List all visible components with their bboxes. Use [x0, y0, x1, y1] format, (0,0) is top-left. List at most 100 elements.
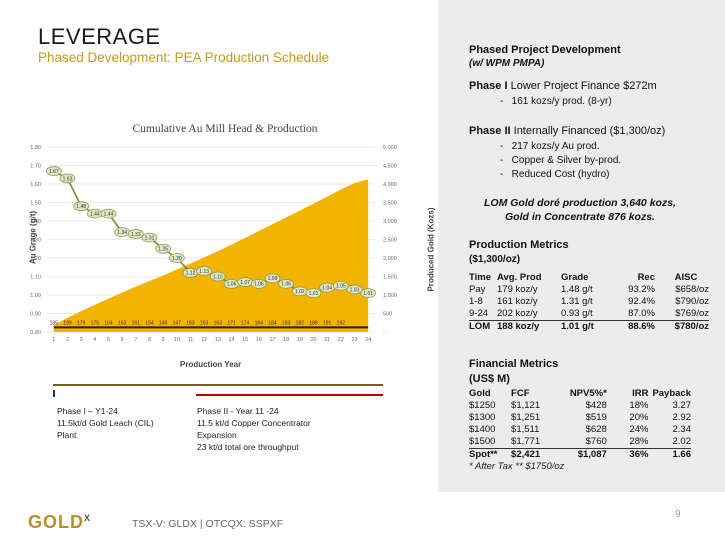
phase1-line: Plant	[57, 430, 77, 440]
phase2-bullet-text: 217 kozs/y Au prod.	[511, 141, 600, 152]
table-cell: $1,511	[511, 424, 540, 435]
x-tick-label: 8	[148, 337, 151, 343]
lom-line: LOM Gold doré production 3,640 kozs,	[484, 197, 676, 209]
x-tick-label: 11	[188, 337, 194, 343]
table-cell: 28%	[612, 436, 653, 449]
throughput-label: 171	[227, 320, 236, 326]
phase2-bullet: - 217 kozs/y Au prod.	[500, 141, 600, 152]
throughput-label: 154	[145, 320, 154, 326]
logo-text: GOLD	[28, 512, 84, 532]
grade-label: 1.04	[322, 285, 332, 291]
table-cell: 36%	[629, 449, 649, 460]
grade-label: 1.01	[363, 291, 373, 297]
x-tick-label: 2	[66, 337, 69, 343]
chart-title: Cumulative Au Mill Head & Production	[132, 123, 318, 135]
table-cell: 9-24	[469, 308, 497, 321]
table-cell: $1,771	[511, 436, 554, 449]
y-right-tick-label: 3,000	[383, 219, 397, 225]
table-cell: 2.02	[652, 436, 691, 449]
table-row: 9-24 202 koz/y 0.93 g/t 87.0% $769/oz	[469, 308, 709, 321]
table-cell: 179 koz/y	[497, 284, 538, 295]
y-left-tick-label: 1.30	[30, 238, 41, 244]
grade-point	[250, 278, 267, 289]
grade-point	[59, 173, 76, 184]
grade-label: 1.44	[104, 211, 114, 217]
grade-point	[264, 273, 281, 284]
grade-label: 1.07	[240, 280, 250, 286]
y-left-tick-label: 1.20	[30, 256, 41, 262]
grade-point	[100, 208, 117, 219]
grade-label: 1.48	[76, 204, 86, 210]
table-header-row: Time Avg. Prod Grade Rec AISC	[469, 272, 709, 284]
grade-label: 1.12	[186, 271, 196, 277]
grade-point	[45, 166, 62, 176]
production-metrics-table: Time Avg. Prod Grade Rec AISC Pay 179 ko…	[469, 272, 709, 333]
phased-dev-heading: Phased Project Development	[469, 44, 621, 56]
grade-label: 1.34	[117, 230, 127, 236]
grade-label: 1.06	[227, 282, 237, 288]
phase1-bullet-text: 161 kozs/y prod. (8-yr)	[511, 96, 612, 107]
table-cell: 2.92	[672, 412, 692, 423]
y-left-tick-label: 1.70	[30, 164, 41, 170]
production-metrics-subheading: ($1,300/oz)	[469, 254, 521, 265]
table-cell: $769/oz	[663, 308, 709, 321]
throughput-label: 147	[173, 320, 182, 326]
x-tick-label: 13	[215, 337, 221, 343]
production-chart: 0.80 0.90 1.00 1.10 1.20 1.30 1.40 1.50 1.60 1.70…	[30, 145, 397, 343]
grade-label: 1.10	[213, 274, 223, 280]
phase1-bullet: - 161 kozs/y prod. (8-yr)	[500, 96, 612, 107]
grade-point	[278, 278, 295, 289]
phase1-line: Phase I – Y1-24	[57, 406, 118, 416]
table-row: $1300 $1,251 $519 20% 2.92	[469, 412, 691, 424]
phase2-line: Expansion	[197, 430, 237, 440]
y-axis-left-label: Au Grage (g/t)	[28, 210, 38, 265]
phase2-bullet: - Copper & Silver by-prod.	[500, 155, 622, 166]
table-cell: Pay	[469, 284, 486, 295]
grade-point	[155, 243, 172, 254]
y-right-tick-label: 4,000	[383, 182, 397, 188]
throughput-label: 191	[323, 320, 332, 326]
table-cell: $1,087	[577, 449, 607, 460]
y-left-tick-label: 0.90	[30, 312, 41, 318]
table-cell: $780/oz	[674, 321, 709, 332]
phase2-timeline-bar	[196, 394, 383, 396]
table-row: Spot** $2,421 $1,087 36% 1.66	[469, 449, 691, 462]
throughput-label: 185	[50, 320, 59, 326]
grade-label: 1.44	[90, 211, 100, 217]
throughput-label: 199	[63, 320, 72, 326]
grade-label: 1.02	[295, 289, 305, 295]
y-right-tick-label: 5,000	[383, 145, 397, 151]
grade-label: 1.31	[145, 235, 155, 241]
y-axis-right-label: Produced Gold (Kozs)	[426, 207, 436, 292]
phase2-bullet-text: Reduced Cost (hydro)	[511, 169, 610, 180]
throughput-label: 179	[77, 320, 86, 326]
x-tick-label: 19	[297, 337, 303, 343]
col-header: Avg. Prod	[497, 272, 542, 283]
col-header: Rec	[637, 272, 655, 283]
table-row: $1400 $1,511 $628 24% 2.34	[469, 424, 691, 436]
throughput-label: 189	[309, 320, 318, 326]
throughput-label: 183	[282, 320, 291, 326]
throughput-label: 192	[337, 320, 346, 326]
y-left-tick-label: 1.50	[30, 201, 41, 207]
x-tick-label: 9	[162, 337, 165, 343]
table-cell: 1-8	[469, 296, 483, 307]
grade-label: 1.33	[131, 232, 141, 238]
table-cell: $658/oz	[675, 284, 709, 295]
y-right-tick-label: 2,000	[383, 256, 397, 262]
table-cell: LOM	[469, 321, 491, 332]
y-left-tick-label: 1.00	[30, 293, 41, 299]
lom-line: Gold in Concentrate 876 kozs.	[505, 211, 655, 223]
x-tick-label: 21	[324, 337, 330, 343]
y-right-tick-label: 3,500	[383, 201, 397, 207]
table-cell: 24%	[629, 424, 649, 435]
grade-point	[141, 232, 158, 243]
col-header: Payback	[652, 388, 691, 399]
phase1-summary: Phase I Lower Project Finance $272m	[469, 80, 657, 92]
x-tick-label: 6	[121, 337, 124, 343]
table-cell: 202 koz/y	[497, 308, 561, 321]
y-right-tick-label: 4,500	[383, 164, 397, 170]
table-cell: 93.2%	[628, 284, 655, 295]
grade-label: 1.06	[254, 282, 264, 288]
y-left-tick-label: 1.80	[30, 145, 41, 151]
